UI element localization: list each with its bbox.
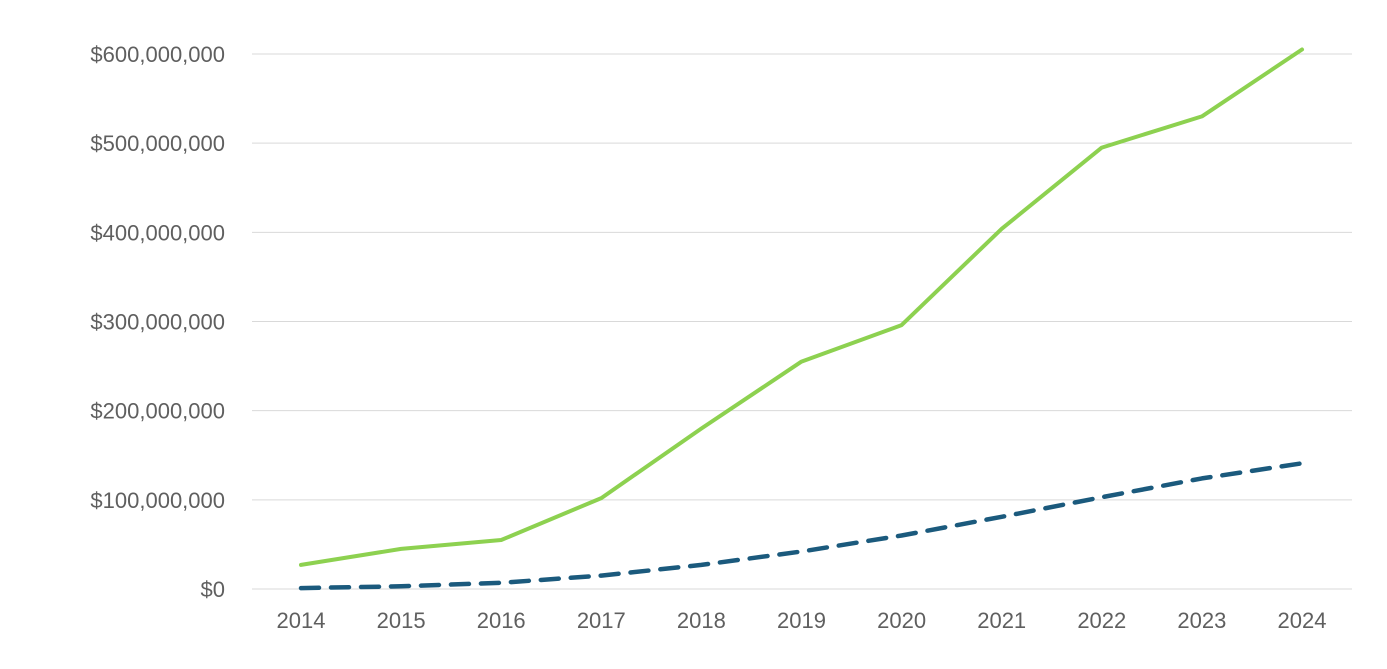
series-line-solid: [299, 47, 1304, 567]
y-tick-label: $400,000,000: [90, 220, 225, 245]
x-tick-label: 2019: [777, 608, 826, 633]
y-tick-label: $500,000,000: [90, 131, 225, 156]
x-tick-label: 2016: [477, 608, 526, 633]
y-tick-label: $600,000,000: [90, 42, 225, 67]
gridlines: [252, 53, 1352, 590]
y-tick-label: $200,000,000: [90, 399, 225, 424]
x-tick-label: 2014: [277, 608, 326, 633]
y-tick-label: $300,000,000: [90, 310, 225, 335]
x-tick-label: 2024: [1278, 608, 1327, 633]
x-tick-label: 2015: [377, 608, 426, 633]
x-tick-label: 2020: [877, 608, 926, 633]
x-tick-label: 2018: [677, 608, 726, 633]
series-lines: [298, 47, 1305, 591]
series-line-dashed: [298, 461, 1305, 591]
y-tick-label: $100,000,000: [90, 488, 225, 513]
x-axis: 2014 2015 2016 2017 2018 2019 2020 2021 2022 2023…: [277, 608, 1327, 633]
y-axis: $0 $100,000,000 $200,000,000 $300,000,000 $4…: [90, 42, 225, 602]
x-tick-label: 2022: [1077, 608, 1126, 633]
x-tick-label: 2021: [977, 608, 1026, 633]
x-tick-label: 2023: [1177, 608, 1226, 633]
y-tick-label: $0: [201, 577, 225, 602]
x-tick-label: 2017: [577, 608, 626, 633]
